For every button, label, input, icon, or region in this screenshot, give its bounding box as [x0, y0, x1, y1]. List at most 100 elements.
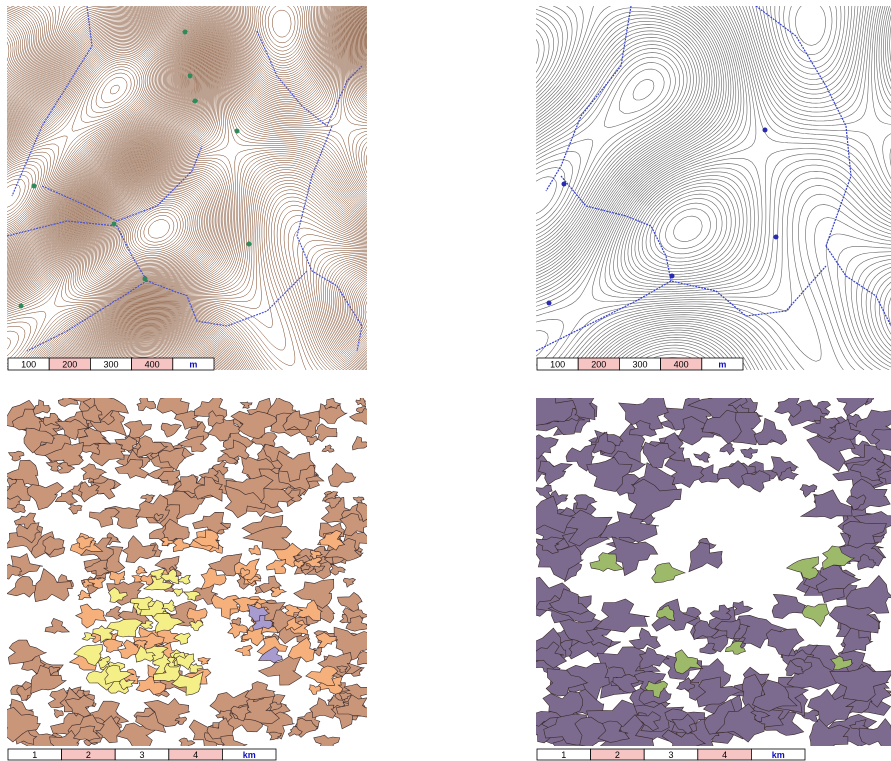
map-polygon — [269, 732, 281, 740]
map-polygon — [106, 606, 123, 619]
scale-unit: m — [189, 359, 197, 369]
map-polygon — [652, 563, 686, 583]
polygon-map-two-class — [536, 398, 891, 746]
map-polygon — [235, 645, 252, 656]
map-polygon — [787, 557, 819, 580]
map-polygon — [343, 578, 355, 587]
map-polygon — [306, 666, 338, 686]
map-polygon — [338, 592, 363, 612]
map-polygon — [725, 641, 745, 654]
map-polygon — [179, 738, 195, 746]
scale-label: 100 — [21, 359, 36, 369]
scale-label: 1 — [32, 750, 37, 760]
scale-unit: m — [718, 359, 726, 369]
map-polygon — [775, 398, 801, 417]
map-polygon — [689, 542, 722, 571]
scale-bar: 100 200 300 400 m — [7, 357, 215, 371]
map-polygon — [720, 443, 734, 455]
sample-point — [32, 184, 37, 189]
map-polygon — [249, 546, 261, 555]
sample-point — [235, 129, 240, 134]
map-polygon — [136, 566, 147, 574]
map-polygon — [772, 594, 808, 618]
scale-label: 1 — [561, 750, 566, 760]
contour-lines — [536, 6, 891, 370]
map-polygon — [536, 485, 552, 498]
map-polygon — [538, 461, 572, 485]
map-polygon — [330, 564, 345, 575]
map-polygon — [211, 595, 240, 620]
map-polygon — [27, 482, 63, 510]
map-polygon — [240, 402, 252, 409]
map-polygon — [69, 504, 83, 514]
sample-point — [763, 128, 768, 133]
scale-label: 100 — [550, 359, 565, 369]
map-polygon — [9, 451, 25, 461]
sample-point — [193, 99, 198, 104]
map-polygon — [137, 398, 156, 411]
map-polygon — [640, 647, 670, 669]
sample-point — [188, 74, 193, 79]
contour-map-dense — [7, 6, 367, 370]
scale-label: 3 — [139, 750, 144, 760]
map-polygon — [836, 398, 871, 416]
map-polygon — [178, 575, 191, 584]
map-polygon — [76, 604, 107, 628]
scale-label: 200 — [591, 359, 606, 369]
map-polygon — [802, 604, 829, 627]
scale-label: 400 — [145, 359, 160, 369]
sample-point — [183, 30, 188, 35]
polygon-map-classes — [7, 398, 367, 746]
map-polygon — [353, 497, 364, 503]
map-polygon — [161, 423, 181, 437]
map-polygon — [54, 710, 63, 718]
map-polygon — [33, 400, 51, 415]
map-polygon — [309, 685, 321, 695]
map-polygon — [288, 638, 317, 663]
scale-bar: 100 200 300 400 m — [536, 357, 744, 371]
map-polygon — [766, 629, 804, 656]
map-polygon — [629, 628, 660, 649]
map-polygon — [322, 445, 334, 452]
scale-label: 300 — [103, 359, 118, 369]
map-polygon — [328, 463, 356, 487]
sample-point — [562, 182, 567, 187]
map-polygon — [356, 398, 366, 405]
scale-unit: km — [772, 750, 785, 760]
map-polygon — [536, 435, 558, 459]
sample-point — [112, 222, 117, 227]
figure: 100 200 300 400 m 100 200 300 400 m 1 2 3 4 km 1 2 3 4 k… — [0, 0, 891, 761]
map-polygon — [352, 437, 367, 451]
map-polygon — [591, 599, 650, 632]
map-polygon — [198, 657, 210, 664]
map-polygon — [710, 605, 731, 620]
map-polygon — [315, 424, 337, 442]
contour-map-sparse — [536, 6, 891, 370]
map-polygon — [245, 682, 275, 700]
sample-point — [143, 277, 148, 282]
scale-label: 4 — [722, 750, 727, 760]
scale-bar: 1 2 3 4 km — [536, 748, 806, 761]
map-polygon — [122, 536, 156, 563]
contour-lines — [7, 6, 367, 370]
scale-label: 2 — [615, 750, 620, 760]
scale-label: 300 — [632, 359, 647, 369]
scale-label: 4 — [193, 750, 198, 760]
scale-bar: 1 2 3 4 km — [7, 748, 277, 761]
scale-label: 200 — [62, 359, 77, 369]
sample-point — [247, 242, 252, 247]
map-polygon — [141, 494, 155, 503]
stream — [546, 6, 631, 191]
map-polygon — [174, 589, 184, 597]
map-polygon — [266, 559, 286, 573]
scale-label: 400 — [674, 359, 689, 369]
sample-point — [774, 235, 779, 240]
map-polygon — [34, 569, 72, 602]
scale-label: 2 — [86, 750, 91, 760]
scale-unit: km — [243, 750, 256, 760]
map-polygon — [89, 508, 119, 527]
scale-label: 3 — [668, 750, 673, 760]
map-polygon — [306, 436, 318, 445]
sample-point — [670, 274, 675, 279]
map-polygon — [45, 618, 69, 633]
